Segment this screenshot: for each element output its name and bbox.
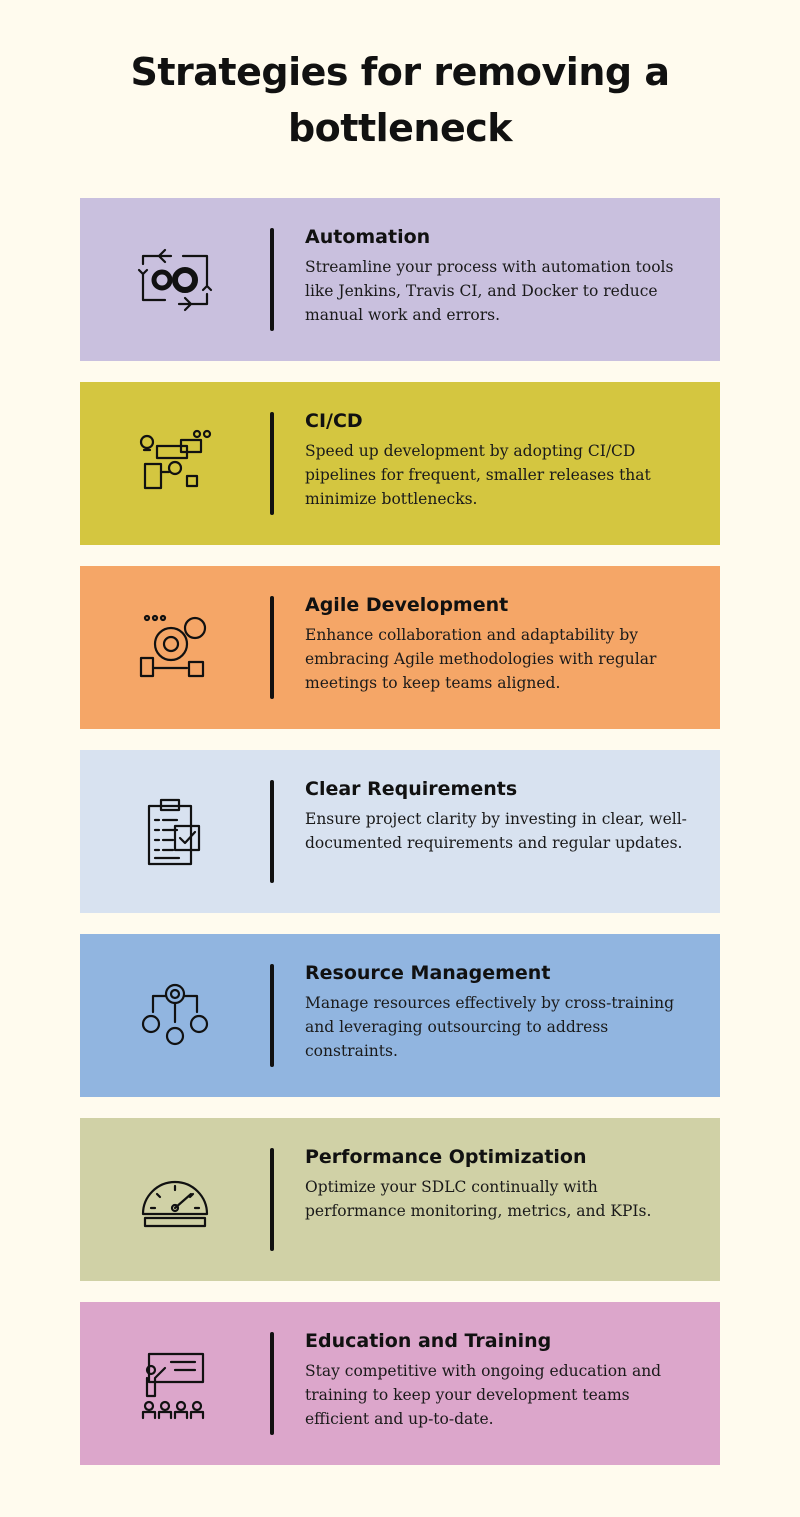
divider — [270, 1148, 274, 1251]
title-text: Strategies for removing a bottleneck — [130, 50, 670, 150]
gears-cycle-icon — [135, 244, 215, 316]
strategy-heading: Performance Optimization — [305, 1146, 587, 1168]
pipeline-icon — [135, 428, 215, 500]
strategy-description: Speed up development by adopting CI/CD p… — [305, 442, 651, 508]
presentation-icon — [135, 1348, 215, 1420]
strategy-heading: Automation — [305, 226, 431, 248]
divider — [270, 228, 274, 331]
strategy-card: CI/CD Speed up development by adopting C… — [80, 382, 720, 545]
strategy-heading: CI/CD — [305, 410, 363, 432]
strategy-card: Clear Requirements Ensure project clarit… — [80, 750, 720, 913]
speedometer-icon — [135, 1164, 215, 1236]
divider — [270, 1332, 274, 1435]
divider — [270, 780, 274, 883]
strategy-heading: Education and Training — [305, 1330, 552, 1352]
strategy-description: Ensure project clarity by investing in c… — [305, 810, 687, 852]
strategy-card: Education and Training Stay competitive … — [80, 1302, 720, 1465]
strategy-description: Manage resources effectively by cross-tr… — [305, 994, 675, 1060]
agile-gear-icon — [135, 612, 215, 684]
clipboard-check-icon — [135, 796, 215, 868]
strategy-description: Streamline your process with automation … — [305, 258, 674, 324]
strategy-heading: Agile Development — [305, 594, 509, 616]
divider — [270, 964, 274, 1067]
strategy-description: Stay competitive with ongoing education … — [305, 1362, 662, 1428]
strategy-card: Resource Management Manage resources eff… — [80, 934, 720, 1097]
strategy-description: Enhance collaboration and adaptability b… — [305, 626, 657, 692]
strategy-description: Optimize your SDLC continually with perf… — [305, 1178, 652, 1220]
strategy-card: Agile Development Enhance collaboration … — [80, 566, 720, 729]
strategy-heading: Resource Management — [305, 962, 551, 984]
page-title: Strategies for removing a bottleneck — [0, 44, 800, 156]
gear-people-icon — [135, 980, 215, 1052]
strategy-card: Performance Optimization Optimize your S… — [80, 1118, 720, 1281]
divider — [270, 412, 274, 515]
divider — [270, 596, 274, 699]
strategy-card: Automation Streamline your process with … — [80, 198, 720, 361]
strategy-heading: Clear Requirements — [305, 778, 518, 800]
